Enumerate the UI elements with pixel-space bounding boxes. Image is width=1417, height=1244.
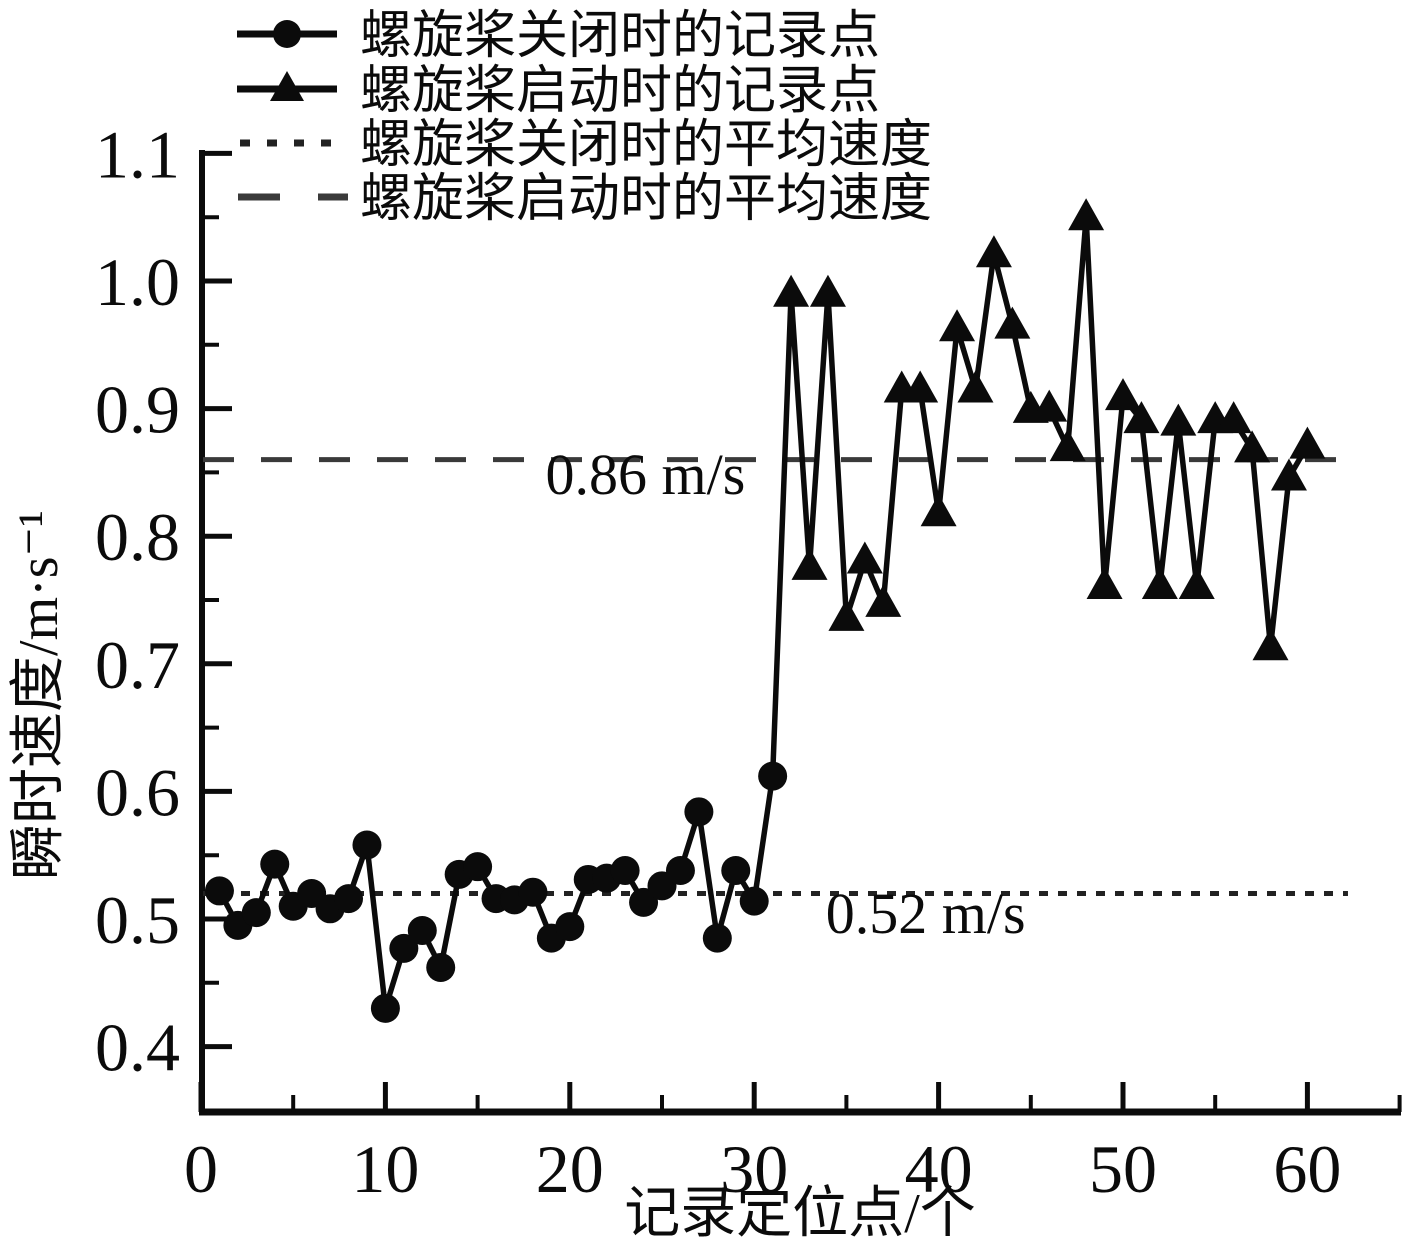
legend-item-label: 螺旋桨关闭时的平均速度: [360, 117, 932, 174]
data-point-circle: [739, 886, 769, 916]
data-point-circle: [463, 852, 493, 882]
data-point-circle: [665, 856, 695, 886]
data-point-triangle: [1068, 198, 1105, 231]
data-point-triangle: [957, 370, 994, 403]
data-point-triangle: [994, 306, 1031, 339]
legend-swatch-circle-marker: [273, 20, 301, 48]
mean-value-annotation: 0.52 m/s: [826, 881, 1026, 946]
data-point-circle: [334, 884, 364, 914]
data-point-triangle: [1252, 628, 1289, 661]
x-tick-label: 30: [720, 1131, 788, 1207]
data-point-triangle: [1270, 458, 1307, 491]
data-point-triangle: [1234, 430, 1271, 463]
data-point-circle: [426, 952, 456, 982]
legend-swatch-triangle-marker: [270, 71, 304, 101]
y-axis-title: 瞬时速度/m·s⁻¹: [8, 510, 70, 880]
data-point-circle: [352, 830, 382, 860]
data-point-circle: [610, 856, 640, 886]
x-tick-label: 40: [905, 1131, 973, 1207]
x-tick-label: 20: [536, 1131, 604, 1207]
data-point-circle: [721, 856, 751, 886]
data-point-triangle: [1289, 426, 1326, 459]
data-point-circle: [389, 933, 419, 963]
y-tick-label: 0.9: [95, 372, 180, 448]
mean-value-annotation: 0.86 m/s: [545, 442, 745, 507]
data-point-circle: [684, 797, 714, 827]
y-tick-label: 1.1: [95, 116, 180, 192]
data-point-circle: [260, 849, 290, 879]
data-point-triangle: [809, 274, 846, 307]
data-point-circle: [629, 887, 659, 917]
x-axis-title: 记录定位点/个: [624, 1183, 976, 1244]
data-point-triangle: [828, 598, 865, 631]
series-line: [217, 216, 1310, 1010]
y-tick-label: 1.0: [95, 244, 180, 320]
data-point-triangle: [1031, 389, 1068, 422]
data-point-triangle: [773, 274, 810, 307]
y-tick-label: 0.8: [95, 499, 180, 575]
x-tick-label: 50: [1089, 1131, 1157, 1207]
data-point-circle: [204, 876, 234, 906]
x-tick-label: 0: [184, 1131, 218, 1207]
data-point-circle: [758, 761, 788, 791]
data-point-triangle: [865, 584, 902, 617]
data-point-triangle: [902, 370, 939, 403]
data-point-triangle: [791, 547, 828, 580]
data-point-circle: [702, 923, 732, 953]
y-tick-label: 0.4: [95, 1010, 180, 1086]
legend-item-label: 螺旋桨启动时的平均速度: [360, 171, 932, 228]
data-point-circle: [370, 993, 400, 1023]
y-tick-label: 0.6: [95, 754, 180, 830]
data-point-triangle: [1105, 378, 1141, 411]
data-point-circle: [555, 912, 585, 942]
data-point-triangle: [975, 235, 1012, 268]
data-point-circle: [241, 898, 271, 928]
data-point-triangle: [1049, 429, 1086, 462]
data-point-triangle: [1178, 566, 1215, 599]
data-point-triangle: [846, 541, 883, 574]
x-tick-label: 60: [1273, 1131, 1341, 1207]
data-point-triangle: [920, 494, 957, 527]
y-tick-label: 0.5: [95, 882, 180, 958]
y-tick-label: 0.7: [95, 627, 180, 703]
data-point-circle: [518, 877, 548, 907]
x-tick-label: 10: [351, 1131, 419, 1207]
data-point-circle: [407, 915, 437, 945]
data-point-triangle: [939, 309, 976, 342]
data-point-triangle: [1141, 566, 1178, 599]
data-point-triangle: [1086, 566, 1123, 599]
data-point-triangle: [1160, 403, 1197, 436]
legend-item-label: 螺旋桨启动时的记录点: [360, 63, 880, 120]
data-point-triangle: [1123, 401, 1160, 434]
legend-item-label: 螺旋桨关闭时的记录点: [360, 8, 880, 65]
data-point-triangle: [1215, 401, 1252, 434]
